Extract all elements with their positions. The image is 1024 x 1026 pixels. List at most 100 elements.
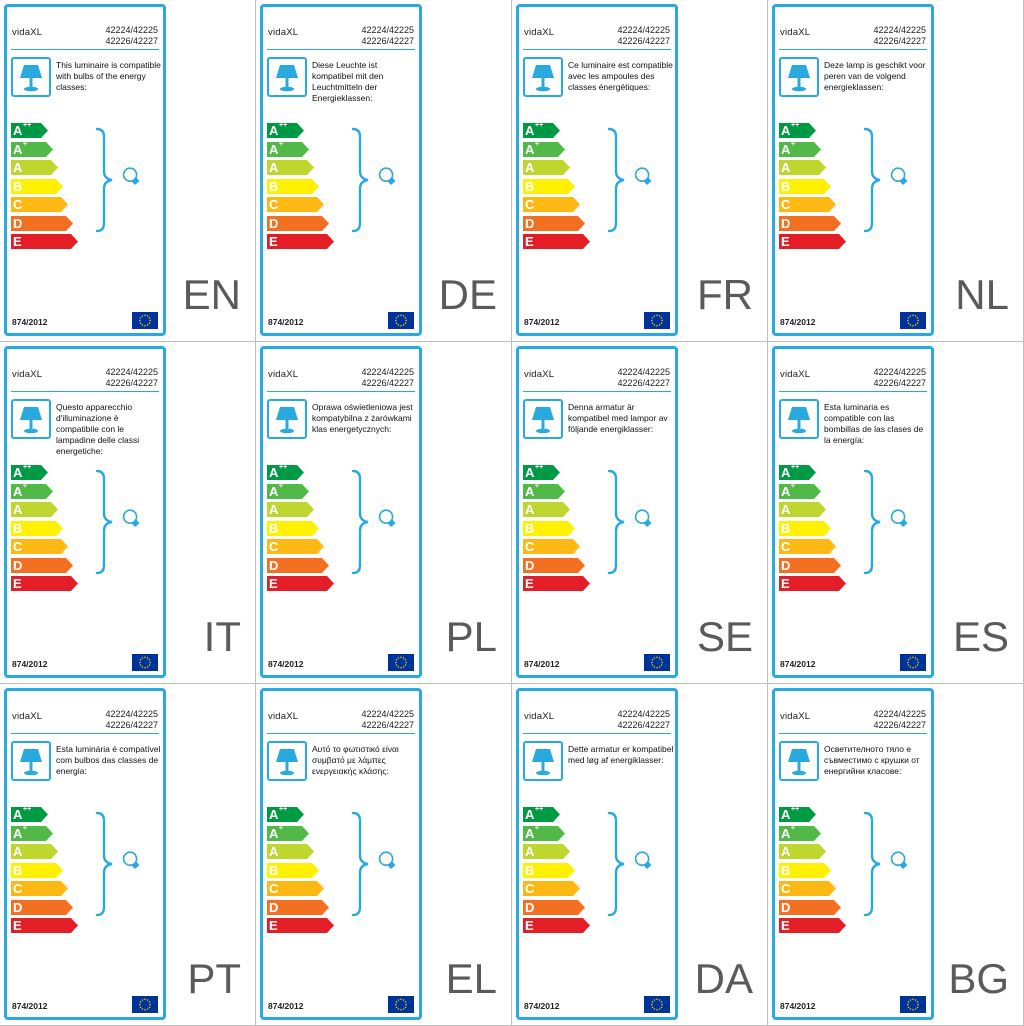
- header-rule: [779, 49, 927, 50]
- model-line: 42226/42227: [617, 377, 670, 388]
- table-lamp-icon: [532, 407, 554, 434]
- model-line: 42224/42225: [617, 25, 670, 35]
- language-code: EL: [445, 955, 497, 1002]
- energy-class-bar: C: [523, 881, 581, 896]
- lamp-icon-box: [779, 57, 819, 97]
- energy-class-bar: E: [267, 918, 335, 933]
- energy-class-letter: E: [13, 918, 22, 933]
- energy-class-bar: D: [267, 215, 330, 231]
- energy-label-card: vidaXL 42224/42225 42226/42227 Осветителнот…: [772, 688, 934, 1020]
- energy-class-scale: A ++ A + A B C D E: [11, 464, 78, 597]
- compatibility-text: Dette armatur er kompatibel med løg af e…: [568, 744, 674, 765]
- table-lamp-icon: [788, 749, 810, 776]
- table-lamp-icon: [276, 65, 298, 92]
- model-line: 42224/42225: [361, 709, 414, 719]
- energy-class-bar: E: [11, 234, 79, 249]
- lamp-icon-box: [523, 399, 563, 439]
- energy-class-letter: C: [269, 197, 279, 212]
- energy-class-letter: E: [525, 576, 534, 591]
- energy-label-card: vidaXL 42224/42225 42226/42227 Denna armatu…: [516, 346, 678, 678]
- energy-class-bar: B: [523, 178, 576, 194]
- compatibility-text: Diese Leuchte ist kompatibel mit den Leu…: [312, 60, 384, 103]
- energy-class-scale: A ++ A + A B C D E: [779, 464, 847, 597]
- model-numbers: 42224/42225 42226/42227: [105, 709, 158, 730]
- energy-class-letter: A: [525, 825, 535, 841]
- energy-class-letter: B: [781, 862, 791, 878]
- energy-class-letter: A: [13, 825, 23, 841]
- energy-label-card: vidaXL 42224/42225 42226/42227 Oprawa oświe…: [260, 346, 422, 678]
- energy-class-letter: C: [781, 539, 791, 554]
- energy-class-superscript: +: [279, 824, 284, 832]
- model-line: 42224/42225: [873, 709, 926, 719]
- energy-class-letter: B: [13, 178, 23, 194]
- label-cell: vidaXL 42224/42225 42226/42227 Осветителнот…: [768, 684, 1024, 1026]
- brand-name: vidaXL: [780, 711, 811, 722]
- energy-class-letter: C: [525, 539, 535, 554]
- energy-class-bar: B: [11, 862, 64, 878]
- energy-class-superscript: +: [791, 824, 796, 832]
- regulation-number: 874/2012: [12, 317, 48, 327]
- model-line: 42226/42227: [105, 35, 158, 46]
- energy-class-bar: A +: [779, 141, 822, 157]
- energy-class-letter: E: [269, 918, 278, 933]
- header-rule: [11, 733, 159, 734]
- energy-class-superscript: +: [279, 140, 284, 148]
- lamp-icon-box: [779, 399, 819, 439]
- language-code: SE: [696, 613, 753, 660]
- label-cell: vidaXL 42224/42225 42226/42227 This luminai…: [0, 0, 256, 342]
- label-cell: vidaXL 42224/42225 42226/42227 Esta luminar…: [768, 342, 1024, 684]
- energy-class-letter: D: [525, 899, 535, 915]
- model-line: 42224/42225: [873, 367, 926, 377]
- header-rule: [523, 733, 671, 734]
- table-lamp-icon: [788, 407, 810, 434]
- energy-class-bar: C: [267, 881, 325, 896]
- energy-class-bar: E: [11, 918, 79, 933]
- curly-brace-icon: [95, 469, 113, 575]
- energy-class-scale: A ++ A + A B C D E: [523, 122, 590, 255]
- compatibility-text: Αυτό το φωτιστικό είναι συμβατό με λάμπε…: [312, 744, 399, 776]
- energy-class-bar: C: [267, 197, 325, 212]
- model-line: 42224/42225: [617, 709, 670, 719]
- light-bulb-icon: [634, 851, 652, 869]
- eu-flag-icon: [388, 654, 414, 671]
- energy-class-bar: A ++: [267, 122, 305, 138]
- light-bulb-icon: [890, 509, 908, 527]
- table-lamp-icon: [20, 65, 42, 92]
- energy-class-letter: C: [525, 197, 535, 212]
- energy-class-letter: B: [269, 520, 279, 536]
- energy-class-bar: D: [523, 557, 586, 573]
- energy-class-letter: A: [525, 141, 535, 157]
- header-rule: [779, 733, 927, 734]
- model-numbers: 42224/42225 42226/42227: [873, 709, 926, 730]
- table-lamp-icon: [20, 407, 42, 434]
- energy-class-letter: A: [781, 502, 791, 517]
- regulation-number: 874/2012: [268, 659, 304, 669]
- language-code: PT: [187, 955, 241, 1002]
- energy-class-bar: C: [11, 197, 69, 212]
- energy-class-letter: A: [781, 483, 791, 499]
- table-lamp-icon: [532, 749, 554, 776]
- compatibility-text: Denna armatur är kompatibel med lampor a…: [568, 402, 668, 434]
- energy-class-bar: A: [779, 502, 827, 517]
- light-bulb-icon: [378, 167, 396, 185]
- model-numbers: 42224/42225 42226/42227: [361, 25, 414, 46]
- energy-class-bar: A: [779, 160, 827, 175]
- model-line: 42224/42225: [105, 709, 158, 719]
- lamp-icon-box: [11, 399, 51, 439]
- header-rule: [523, 49, 671, 50]
- energy-class-superscript: ++: [279, 464, 288, 471]
- energy-class-bar: A +: [267, 483, 310, 499]
- energy-class-superscript: ++: [279, 122, 288, 129]
- energy-class-bar: C: [523, 197, 581, 212]
- energy-class-letter: A: [269, 123, 279, 138]
- energy-class-letter: A: [269, 807, 279, 822]
- curly-brace-icon: [95, 811, 113, 917]
- energy-class-bar: A ++: [779, 464, 817, 480]
- language-code: DA: [694, 955, 753, 1002]
- energy-class-bar: E: [779, 576, 847, 591]
- energy-class-bar: A: [523, 160, 571, 175]
- energy-class-letter: A: [13, 483, 23, 499]
- model-line: 42226/42227: [105, 719, 158, 730]
- energy-class-bar: C: [779, 539, 837, 554]
- energy-class-scale: A ++ A + A B C D E: [267, 806, 335, 939]
